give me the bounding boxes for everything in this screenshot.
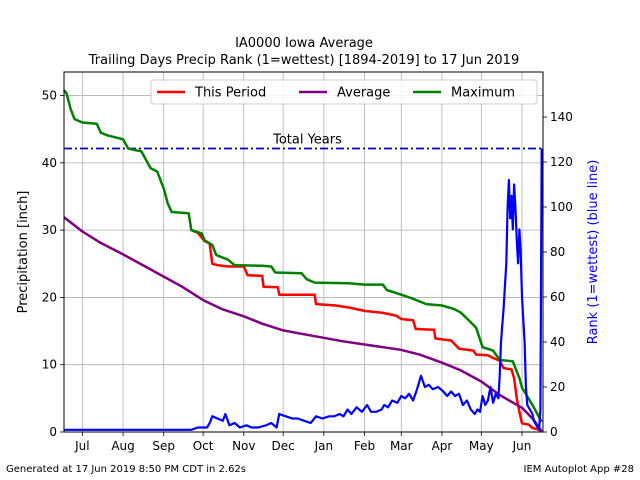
legend-label: This Period [194,86,266,101]
x-tick-label: Oct [193,439,214,453]
x-tick-label: Jun [512,439,532,453]
x-tick-label: Feb [354,439,375,453]
y2-tick-label: 40 [550,335,565,349]
x-tick-label: Apr [432,439,453,453]
reference-line-group: Total Years [64,133,543,150]
y-tick-label: 30 [42,223,57,237]
series-line-maximum [63,89,543,423]
y-tick-label: 10 [42,358,57,372]
x-tick-label: Aug [111,439,134,453]
y2-tick-label: 100 [550,200,573,214]
y2-tick-label: 60 [550,290,565,304]
legend-label: Maximum [451,86,515,101]
x-tick-label: Sep [152,439,175,453]
y-axis-label: Precipitation [inch] [16,191,31,314]
legend: This Period Average Maximum [150,79,538,105]
grid [64,72,543,433]
x-tick-label: Jan [314,439,334,453]
series-line-rank [64,148,543,431]
y2-tick-label: 0 [550,425,558,439]
legend-box [150,79,538,105]
y2-tick-label: 120 [550,155,573,169]
y-tick-label: 40 [42,156,57,170]
chart-subtitle: Trailing Days Precip Rank (1=wettest) [1… [88,53,519,68]
legend-label: Average [337,86,390,101]
plot-frame [63,71,544,433]
footer-generated-text: Generated at 17 Jun 2019 8:50 PM CDT in … [6,464,247,475]
x-tick-label: May [469,439,494,453]
chart-title: IA0000 Iowa Average [235,36,373,51]
y-tick-label: 0 [49,425,57,439]
x-tick-label: Nov [232,439,255,453]
y2-tick-label: 20 [550,380,565,394]
axes: Jul Aug Sep Oct Nov Dec Jan Feb Mar Apr May Jun 0 10 2… [42,71,573,453]
series-line-average [63,216,543,433]
x-tick-label: Mar [390,439,413,453]
y2-tick-label: 140 [550,110,573,124]
y-tick-label: 20 [42,290,57,304]
series-lines [63,89,543,433]
x-tick-label: Dec [272,439,295,453]
y2-tick-label: 80 [550,245,565,259]
y2-axis-label: Rank (1=wettest) (blue line) [586,160,601,345]
reference-line-label: Total Years [272,133,342,148]
footer-app-text: IEM Autoplot App #28 [523,464,634,475]
x-tick-label: Jul [74,439,89,453]
y-tick-label: 50 [42,89,57,103]
